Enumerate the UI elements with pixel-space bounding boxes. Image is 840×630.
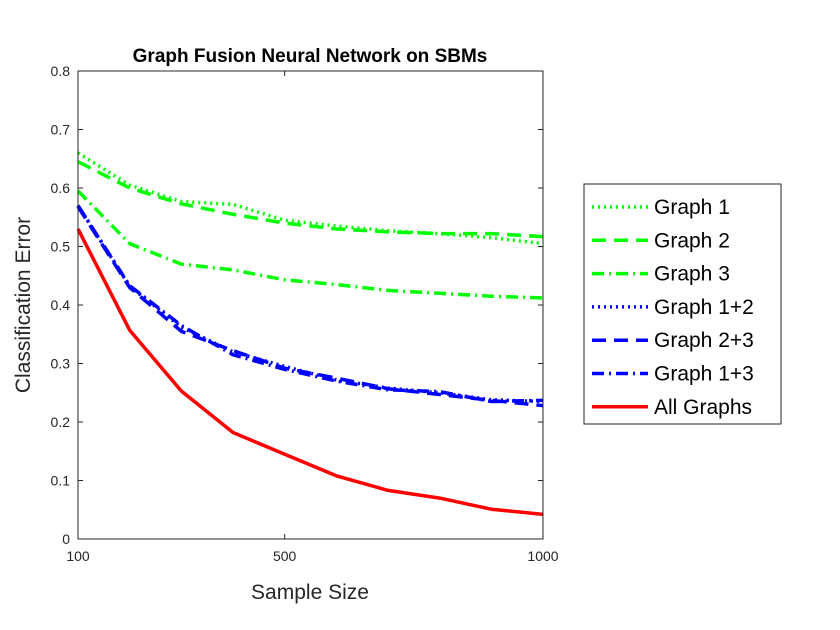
y-tick-label: 0.5 — [51, 239, 71, 255]
series-line-graph-1-3 — [76, 204, 544, 404]
y-axis: 0 0.1 0.2 0.3 0.4 0.5 0.6 0.7 0.8 — [51, 63, 543, 547]
plot-area — [76, 151, 544, 517]
series-line-graph-1 — [77, 151, 544, 246]
x-tick-label: 100 — [66, 548, 90, 564]
legend-entry: Graph 2 — [654, 229, 730, 252]
legend-entry: Graph 3 — [654, 263, 730, 286]
y-tick-label: 0.7 — [51, 122, 71, 138]
legend-entry: Graph 1+3 — [654, 363, 754, 386]
chart-title: Graph Fusion Neural Network on SBMs — [133, 46, 488, 67]
series-line-graph-2-3 — [76, 205, 544, 408]
series-line-all-graphs — [76, 228, 544, 517]
y-axis-label: Classification Error — [12, 217, 35, 393]
y-tick-label: 0.3 — [51, 356, 71, 372]
x-tick-label: 1000 — [527, 548, 558, 564]
y-tick-label: 0 — [62, 531, 70, 547]
y-tick-label: 0.6 — [51, 180, 71, 196]
legend-entry: Graph 2+3 — [654, 329, 754, 352]
legend-entry: Graph 1+2 — [654, 296, 754, 319]
x-axis-label: Sample Size — [251, 581, 369, 604]
series-line-graph-3 — [76, 189, 544, 300]
legend: Graph 1 Graph 2 Graph 3 Graph 1+2 Graph 2+3 G… — [583, 183, 782, 425]
y-tick-label: 0.4 — [51, 297, 71, 313]
x-tick-label: 500 — [273, 548, 297, 564]
x-axis: 100 500 1000 — [66, 71, 559, 564]
y-tick-label: 0.8 — [51, 63, 71, 79]
y-tick-label: 0.1 — [51, 473, 71, 489]
series-line-graph-2 — [77, 160, 544, 239]
legend-box — [583, 183, 782, 425]
legend-entry: Graph 1 — [654, 196, 730, 219]
legend-entry: All Graphs — [654, 396, 752, 419]
y-tick-label: 0.2 — [51, 414, 71, 430]
